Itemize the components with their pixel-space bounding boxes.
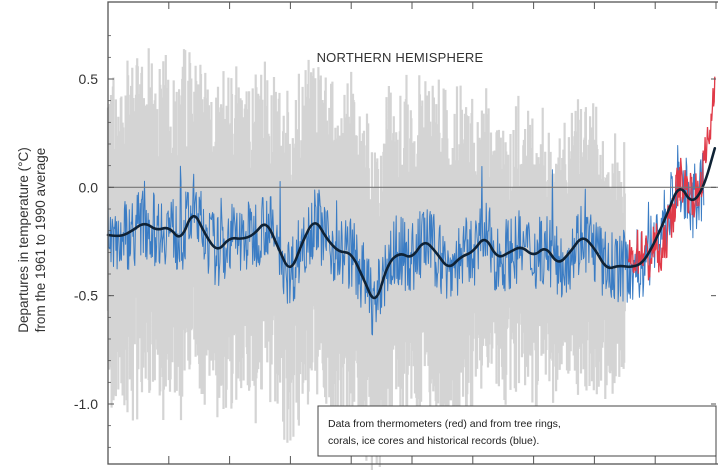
smoothed-series-line bbox=[106, 147, 717, 300]
y-axis-title-line2: from the 1961 to 1990 average bbox=[33, 148, 48, 333]
y-tick-label: 0.0 bbox=[79, 179, 99, 195]
y-axis-title-line1: Departures in temperature (°C) bbox=[16, 147, 31, 332]
y-tick-label: -1.0 bbox=[74, 396, 98, 412]
proxy-series-line bbox=[107, 145, 705, 336]
axis-ticks: 0.5 0.0 -0.5 -1.0 bbox=[74, 2, 717, 464]
chart-title: NORTHERN HEMISPHERE bbox=[317, 50, 484, 65]
y-tick-label: -0.5 bbox=[74, 288, 98, 304]
proxy-annual-line bbox=[107, 145, 705, 336]
thermometer-annual-line bbox=[627, 76, 716, 281]
plot-frame bbox=[107, 1, 718, 465]
smoothed-curve bbox=[106, 147, 717, 300]
y-axis-title: Departures in temperature (°C) from the … bbox=[16, 147, 48, 332]
thermometer-series-line bbox=[627, 76, 716, 281]
y-tick-label: 0.5 bbox=[79, 71, 99, 87]
annotation-line-1: Data from thermometers (red) and from tr… bbox=[328, 418, 561, 430]
annotation-line-2: corals, ice cores and historical records… bbox=[328, 435, 539, 447]
annotation-box: Data from thermometers (red) and from tr… bbox=[317, 405, 717, 457]
